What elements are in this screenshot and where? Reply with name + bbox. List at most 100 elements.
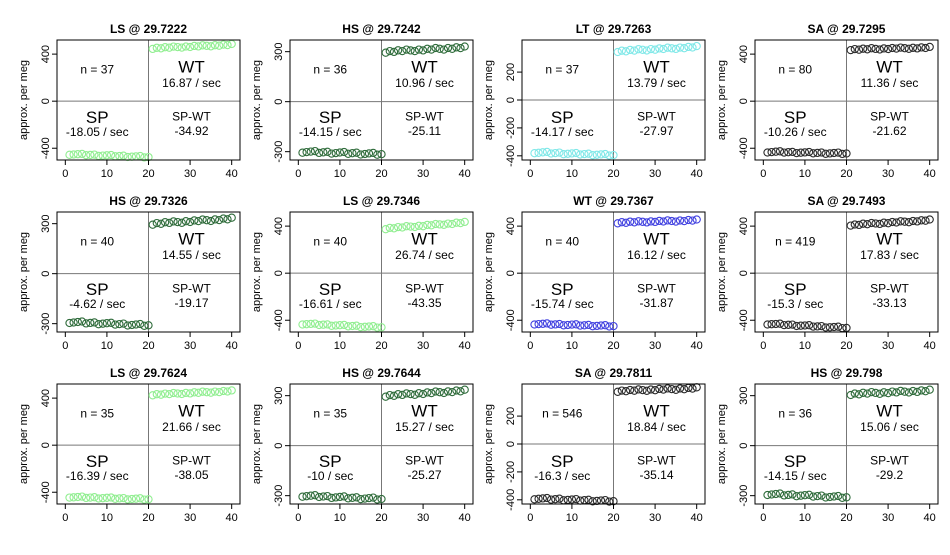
sp-point: [800, 148, 810, 157]
sp-point: [813, 322, 822, 331]
sp-point: [298, 320, 307, 329]
wt-point: [867, 218, 876, 228]
wt-point: [675, 384, 685, 393]
sp-label: SP: [784, 108, 807, 127]
y-axis-label: approx. per meg: [251, 404, 263, 484]
sp-point: [563, 149, 572, 158]
wt-point: [913, 44, 922, 53]
wt-point: [875, 219, 884, 229]
diff-value: -25.11: [408, 124, 441, 138]
n-label: n = 80: [778, 63, 812, 77]
wt-point: [435, 220, 444, 229]
wt-point: [625, 45, 635, 55]
wt-point: [883, 44, 893, 54]
wt-point: [638, 385, 647, 395]
wt-point: [210, 387, 220, 396]
sp-point: [339, 492, 349, 501]
y-axis-label: approx. per meg: [483, 232, 495, 312]
wt-point: [655, 384, 664, 394]
sp-point: [534, 494, 543, 503]
wt-point: [875, 389, 884, 398]
sp-point: [298, 492, 307, 501]
x-tick-label: 30: [882, 340, 894, 352]
wt-point: [410, 222, 419, 232]
wt-point: [156, 390, 166, 399]
wt-point: [854, 220, 864, 230]
wt-point: [867, 387, 876, 397]
wt-point: [630, 218, 639, 227]
wt-point: [435, 44, 444, 53]
wt-point: [418, 389, 428, 399]
sp-point: [825, 149, 835, 158]
sp-point: [563, 320, 572, 330]
sp-point: [136, 319, 145, 329]
sp-point: [838, 493, 847, 502]
wt-point: [925, 385, 934, 394]
wt-point: [642, 218, 651, 227]
x-tick-label: 10: [101, 168, 113, 180]
sp-point: [813, 148, 822, 158]
sp-point: [792, 492, 801, 501]
sp-point: [339, 147, 349, 157]
wt-point: [659, 217, 668, 226]
sp-point: [302, 492, 311, 501]
wt-point: [663, 216, 672, 225]
sp-point: [102, 493, 112, 502]
x-tick-label: 0: [760, 168, 766, 180]
sp-point: [530, 149, 539, 158]
sp-point: [335, 321, 345, 330]
sp-point: [779, 491, 789, 500]
n-label: n = 40: [80, 235, 114, 249]
wt-point: [452, 218, 461, 227]
sp-point: [609, 321, 618, 331]
sp-point: [327, 321, 336, 330]
wt-point: [148, 391, 157, 400]
wt-point: [883, 388, 893, 398]
sp-point: [546, 320, 556, 329]
wt-point: [169, 42, 178, 51]
wt-rate: 16.12 / sec: [627, 248, 686, 262]
n-label: n = 36: [313, 63, 347, 77]
sp-point: [144, 495, 153, 504]
sp-point: [131, 320, 141, 329]
wt-rate: 18.84 / sec: [627, 420, 686, 434]
diff-label: SP-WT: [637, 281, 676, 295]
sp-point: [331, 148, 340, 158]
sp-label: SP: [86, 108, 109, 127]
sp-point: [106, 493, 116, 502]
sp-point: [314, 148, 324, 158]
wt-point: [402, 45, 411, 54]
wt-point: [227, 39, 236, 49]
sp-label: SP: [784, 280, 807, 299]
wt-point: [389, 391, 399, 400]
sp-point: [817, 148, 826, 157]
wt-point: [202, 41, 211, 50]
y-tick-label: 400: [40, 389, 52, 407]
x-tick-label: 40: [691, 512, 703, 524]
wt-point: [846, 45, 855, 55]
y-tick-label: 0: [738, 98, 750, 104]
wt-rate: 21.66 / sec: [162, 420, 221, 434]
sp-point: [335, 492, 345, 502]
diff-value: -25.27: [407, 468, 441, 482]
sp-point: [596, 150, 606, 159]
wt-point: [917, 386, 926, 395]
wt-point: [634, 385, 643, 394]
x-tick-label: 10: [799, 340, 811, 352]
x-tick-label: 30: [184, 512, 196, 524]
sp-rate: -14.17 / sec: [531, 125, 594, 139]
sp-point: [580, 321, 589, 330]
sp-point: [588, 497, 597, 506]
sp-point: [775, 319, 785, 328]
y-tick-label: 0: [738, 270, 750, 276]
wt-point: [414, 221, 424, 230]
wt-point: [684, 42, 693, 52]
wt-point: [671, 217, 681, 226]
sp-point: [331, 493, 340, 502]
wt-point: [688, 43, 697, 52]
wt-point: [625, 217, 635, 226]
wt-point: [908, 43, 918, 52]
wt-point: [460, 217, 469, 227]
sp-point: [81, 151, 91, 160]
